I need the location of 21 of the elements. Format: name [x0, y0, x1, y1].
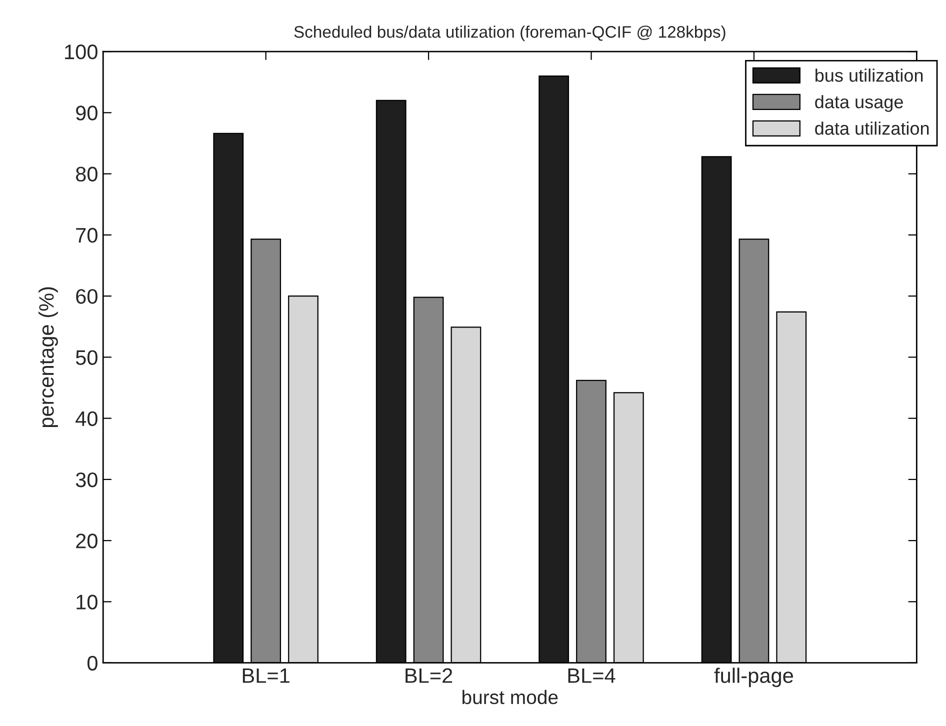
x-tick-label: BL=2	[406, 668, 452, 683]
y-tick-label: 70	[76, 228, 98, 243]
y-tick-label: 20	[76, 534, 98, 548]
x-tick-label: full-page	[714, 668, 793, 688]
legend-label: bus utilization	[816, 68, 923, 82]
y-tick-label: 80	[76, 166, 98, 182]
y-tick-label: 30	[76, 472, 98, 488]
y-tick-label: 50	[76, 350, 98, 365]
y-tick-label: 10	[76, 594, 98, 610]
y-tick-label: 100	[65, 44, 98, 60]
y-tick-label: 0	[87, 656, 98, 671]
y-tick-label: 40	[76, 411, 98, 426]
y-tick-label: 60	[76, 289, 98, 304]
legend-label: data utilization	[815, 122, 929, 135]
legend-label: data usage	[815, 95, 903, 112]
x-axis-title: burst mode	[462, 690, 558, 704]
chart-title: Scheduled bus/data utilization (foreman-QCIF @ 128kbps)	[294, 26, 726, 42]
y-tick-label: 90	[76, 106, 98, 120]
x-tick-label: BL=1	[242, 668, 290, 683]
x-tick-label: BL=4	[568, 668, 616, 683]
y-axis-title: percentage (%)	[38, 287, 58, 428]
